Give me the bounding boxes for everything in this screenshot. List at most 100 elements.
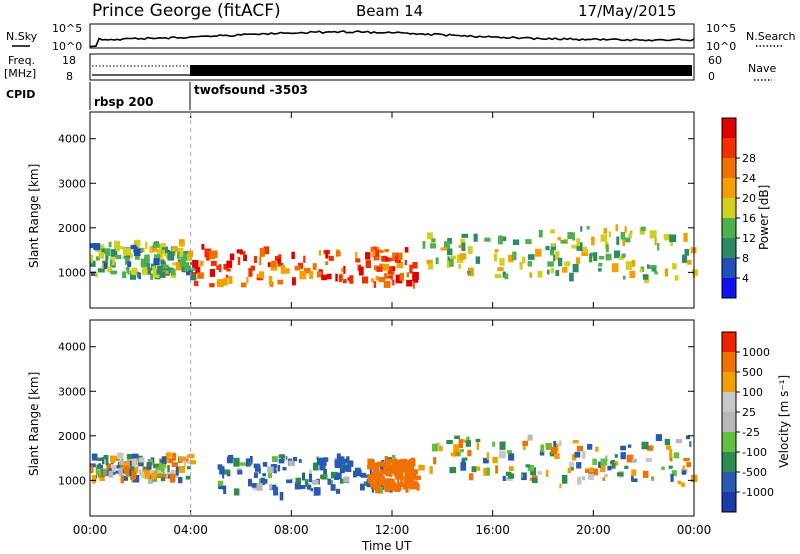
- power-cell: [426, 232, 433, 240]
- power-cell: [145, 241, 148, 250]
- velocity-cell: [397, 463, 403, 467]
- velocity-cell: [550, 446, 558, 454]
- power-cell: [223, 277, 228, 286]
- power-cell: [654, 237, 657, 246]
- power-cell: [547, 269, 550, 275]
- power-cell: [199, 260, 204, 267]
- power-cell: [371, 249, 375, 258]
- velocity-cell: [588, 473, 594, 480]
- velocity-cell: [525, 464, 531, 468]
- velocity-cell: [319, 463, 325, 471]
- velocity-cell: [233, 488, 240, 496]
- velocity-data: [90, 434, 698, 501]
- power-cell: [652, 267, 656, 272]
- power-cell: [629, 270, 636, 278]
- velocity-cell: [186, 456, 189, 463]
- velocity-cell: [168, 458, 174, 464]
- power-cell: [385, 257, 389, 261]
- power-cell: [447, 256, 450, 262]
- velocity-cell: [306, 484, 312, 490]
- velocity-cell: [178, 476, 183, 484]
- velocity-colorbar: 1000 500 100 25 -25 -100 -500 -1000: [721, 331, 774, 513]
- velocity-y-label: Slant Range [km]: [27, 372, 41, 476]
- power-cell: [683, 232, 688, 242]
- power-cell: [218, 264, 222, 273]
- velocity-cell: [384, 484, 391, 493]
- power-cell: [253, 255, 257, 263]
- velocity-colorbar-swatch: [722, 472, 736, 493]
- velocity-cell: [111, 458, 115, 463]
- power-cell: [508, 254, 514, 263]
- velocity-cell: [405, 479, 409, 488]
- power-cell: [375, 249, 380, 257]
- velocity-cell: [467, 449, 472, 457]
- velocity-cell: [96, 470, 102, 476]
- velocity-cell: [505, 471, 512, 476]
- velocity-cell: [553, 440, 557, 449]
- power-cell: [172, 246, 178, 252]
- velocity-cell: [334, 459, 340, 467]
- velocity-cell: [645, 457, 652, 463]
- power-cell: [527, 261, 533, 267]
- velocity-cell: [502, 475, 506, 481]
- velocity-cell: [221, 486, 225, 490]
- power-cell: [188, 250, 194, 258]
- power-cell: [318, 250, 322, 256]
- power-cell: [209, 269, 216, 277]
- velocity-colorbar-tick-label: -500: [742, 466, 767, 479]
- velocity-cell: [486, 467, 490, 476]
- power-cell: [571, 244, 577, 249]
- velocity-cell: [91, 453, 98, 461]
- velocity-colorbar-swatch: [722, 392, 736, 413]
- power-cell: [461, 233, 469, 238]
- power-cell: [670, 241, 673, 247]
- power-cell: [525, 239, 532, 245]
- velocity-cell: [165, 452, 172, 458]
- velocity-cell: [99, 464, 103, 469]
- velocity-cell: [380, 471, 384, 476]
- velocity-cell: [666, 445, 672, 450]
- velocity-cell: [668, 465, 673, 469]
- velocity-cell: [429, 466, 433, 474]
- power-cell: [412, 262, 418, 269]
- velocity-cell: [119, 459, 125, 465]
- velocity-cell: [103, 455, 109, 460]
- velocity-cell: [102, 468, 107, 476]
- velocity-cell: [670, 474, 674, 482]
- power-colorbar-tick-label: 8: [742, 252, 749, 265]
- power-cell: [572, 232, 575, 241]
- velocity-cell: [339, 456, 345, 464]
- velocity-cell: [102, 457, 105, 465]
- velocity-cell: [187, 466, 191, 470]
- velocity-cell: [309, 473, 312, 483]
- power-cell: [226, 260, 233, 268]
- velocity-cell: [582, 451, 586, 459]
- velocity-cell: [453, 451, 459, 456]
- velocity-cell: [312, 462, 319, 471]
- power-cell: [631, 260, 636, 267]
- velocity-cell: [416, 483, 420, 491]
- velocity-cell: [141, 471, 145, 479]
- velocity-cell: [682, 465, 685, 471]
- velocity-cell: [527, 465, 534, 472]
- power-cell: [267, 262, 271, 268]
- power-cell: [186, 269, 193, 276]
- velocity-colorbar-tick-label: 25: [742, 406, 756, 419]
- power-cell: [458, 244, 462, 249]
- power-cell: [550, 229, 555, 234]
- velocity-cell: [104, 470, 108, 474]
- power-cell: [426, 259, 433, 265]
- freq-nave-dense-series: [190, 65, 692, 76]
- velocity-cell: [592, 468, 599, 476]
- velocity-cell: [264, 478, 268, 484]
- noise-tick-top-right: 10^5: [706, 22, 736, 35]
- velocity-cell: [664, 438, 670, 446]
- velocity-cell: [412, 470, 416, 479]
- velocity-cell: [126, 454, 133, 460]
- velocity-cell: [90, 467, 93, 471]
- power-cell: [190, 262, 192, 266]
- nave-tick-bottom: 0: [708, 70, 715, 83]
- velocity-cell: [96, 457, 104, 462]
- freq-unit-label: [MHz]: [4, 67, 36, 80]
- noise-sky-label: N.Sky: [6, 30, 38, 43]
